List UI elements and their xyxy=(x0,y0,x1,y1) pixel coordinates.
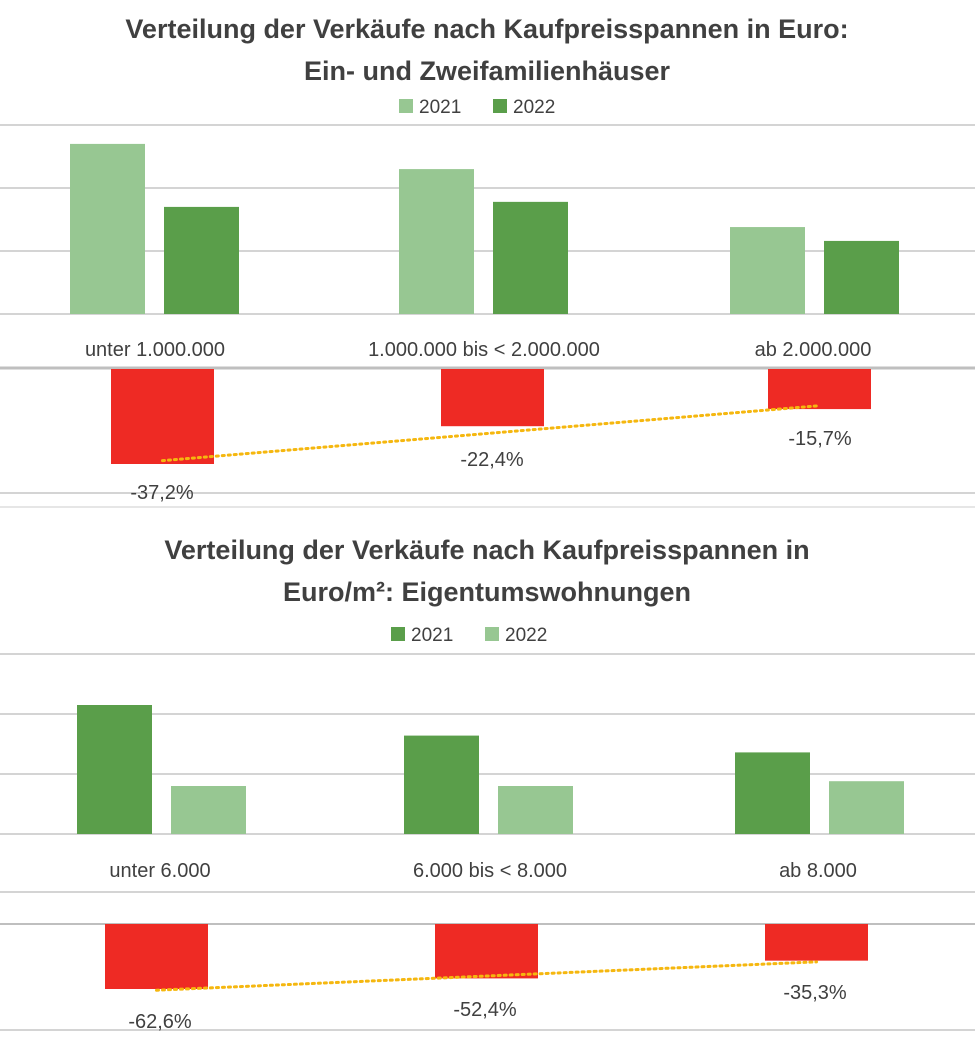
chart-1-title-line-2: Ein- und Zweifamilienhäuser xyxy=(304,56,671,86)
chart-3-title-line-2: Euro/m²: Eigentumswohnungen xyxy=(283,577,691,607)
legend-label-2022: 2022 xyxy=(513,97,555,118)
change-bar xyxy=(111,369,214,464)
legend-swatch-2022 xyxy=(493,99,507,113)
bar-2022 xyxy=(824,240,899,314)
bar-2022 xyxy=(829,781,904,834)
trendline xyxy=(161,404,821,463)
chart-4-data-label: -52,4% xyxy=(453,999,517,1021)
change-bar xyxy=(441,369,544,427)
bar-2021 xyxy=(77,705,152,834)
chart-2-data-label: -37,2% xyxy=(130,482,194,504)
legend-swatch-2021 xyxy=(399,99,413,113)
chart-4-data-label: -62,6% xyxy=(128,1011,192,1033)
bar-2021 xyxy=(70,143,145,314)
chart-1-gridlines xyxy=(0,124,975,315)
bar-2021 xyxy=(730,227,805,314)
bar-2022 xyxy=(164,206,239,314)
chart-4-data-label: -35,3% xyxy=(783,982,847,1004)
trendline xyxy=(155,960,818,992)
legend-label-2021: 2021 xyxy=(419,97,461,118)
chart-1: Verteilung der Verkäufe nach Kaufpreissp… xyxy=(0,14,975,361)
chart-3-legend: 2021 2022 xyxy=(391,625,547,646)
chart-4-bars xyxy=(105,924,868,989)
chart-1-category-label: ab 2.000.000 xyxy=(755,339,872,361)
chart-4-change: -62,6% -52,4% -35,3% xyxy=(0,891,975,1033)
bar-2021 xyxy=(399,169,474,314)
chart-3-bars xyxy=(77,705,904,834)
change-bar xyxy=(765,924,868,961)
chart-3-category-label: ab 8.000 xyxy=(779,860,857,882)
chart-2-bars xyxy=(111,369,871,464)
bar-2021 xyxy=(404,735,479,834)
bar-2022 xyxy=(171,786,246,834)
legend-swatch-2021 xyxy=(391,627,405,641)
chart-3-category-label: 6.000 bis < 8.000 xyxy=(413,860,567,882)
chart-2-data-label: -22,4% xyxy=(460,449,524,471)
legend-label-2022: 2022 xyxy=(505,625,547,646)
change-bar xyxy=(768,369,871,410)
chart-3-gridlines xyxy=(0,653,975,835)
chart-3: Verteilung der Verkäufe nach Kaufpreissp… xyxy=(0,535,975,882)
change-bar xyxy=(435,924,538,979)
chart-1-category-label: 1.000.000 bis < 2.000.000 xyxy=(368,339,600,361)
chart-2-trendline xyxy=(161,404,821,463)
chart-2-data-label: -15,7% xyxy=(788,428,852,450)
chart-1-category-label: unter 1.000.000 xyxy=(85,339,225,361)
chart-2-change: -37,2% -22,4% -15,7% xyxy=(0,366,975,504)
chart-1-bars xyxy=(70,143,899,314)
legend-label-2021: 2021 xyxy=(411,625,453,646)
change-bar xyxy=(105,924,208,989)
chart-3-category-label: unter 6.000 xyxy=(109,860,210,882)
chart-4-trendline xyxy=(155,960,818,992)
chart-3-title-line-1: Verteilung der Verkäufe nach Kaufpreissp… xyxy=(164,535,809,565)
chart-1-legend: 2021 2022 xyxy=(399,97,555,118)
bar-2022 xyxy=(493,201,568,314)
bar-2021 xyxy=(735,752,810,834)
legend-swatch-2022 xyxy=(485,627,499,641)
bar-2022 xyxy=(498,786,573,834)
chart-1-title-line-1: Verteilung der Verkäufe nach Kaufpreissp… xyxy=(125,14,848,44)
